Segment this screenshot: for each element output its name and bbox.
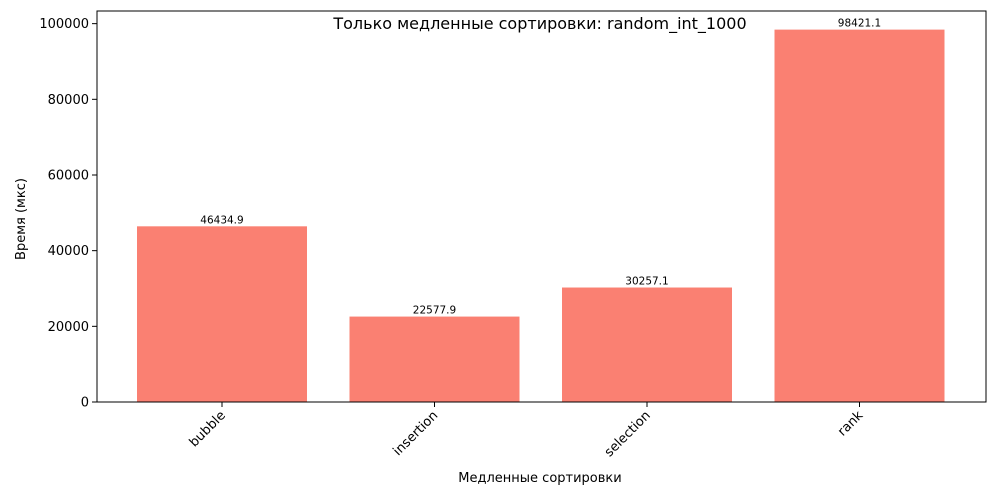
y-tick-label-80000: 80000	[48, 93, 89, 108]
x-axis: bubble insertion selection rank	[187, 402, 867, 460]
y-axis: 0 20000 40000 60000 80000 100000	[39, 17, 97, 411]
bar-value-label-rank: 98421.1	[838, 18, 881, 30]
bar-value-label-insertion: 22577.9	[413, 305, 456, 317]
x-tick-label-selection: selection	[602, 408, 654, 460]
x-tick-label-bubble: bubble	[187, 408, 229, 450]
y-tick-label-20000: 20000	[48, 320, 89, 335]
bar-bubble	[137, 226, 307, 402]
x-tick-label-insertion: insertion	[391, 408, 442, 459]
y-tick-label-40000: 40000	[48, 244, 89, 259]
bar-labels-layer: 46434.9 22577.9 30257.1 98421.1	[200, 18, 881, 317]
y-tick-label-60000: 60000	[48, 168, 89, 183]
x-tick-label-rank: rank	[835, 408, 867, 440]
bars-layer	[137, 29, 945, 402]
plot-frame	[96, 10, 987, 403]
bar-selection	[562, 287, 732, 402]
bar-value-label-bubble: 46434.9	[200, 214, 243, 226]
y-tick-label-0: 0	[81, 396, 89, 411]
bar-rank	[774, 29, 945, 402]
y-tick-label-100000: 100000	[39, 17, 89, 32]
x-axis-label: Медленные сортировки	[458, 471, 621, 486]
chart-title: Только медленные сортировки: random_int_…	[332, 14, 746, 34]
bar-value-label-selection: 30257.1	[625, 276, 668, 288]
bar-insertion	[349, 316, 520, 402]
y-axis-label: Время (мкс)	[14, 178, 29, 260]
